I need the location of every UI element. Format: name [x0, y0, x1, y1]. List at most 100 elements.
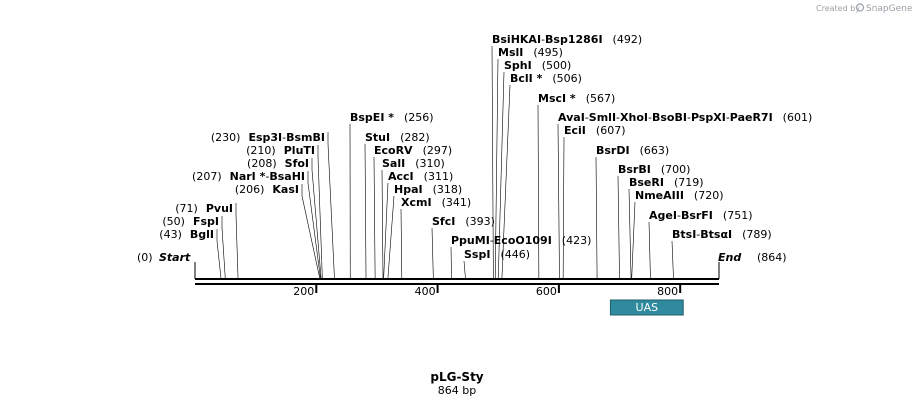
enzyme-separator: -	[726, 111, 730, 124]
enzyme-name[interactable]: EciI	[564, 124, 586, 137]
site-leader	[327, 143, 335, 280]
site-nmeaiii[interactable]: NmeAIII (720)	[635, 189, 724, 202]
site-leader	[381, 169, 384, 280]
enzyme-name[interactable]: EcoO109I	[494, 234, 552, 247]
enzyme-name[interactable]: BseRI	[629, 176, 664, 189]
enzyme-name[interactable]: PspXI	[691, 111, 726, 124]
site-position: (210)	[246, 144, 276, 157]
brand-name: SnapGene	[866, 4, 913, 14]
enzyme-name[interactable]: BsmBI	[286, 131, 325, 144]
enzyme-separator: -	[616, 111, 620, 124]
site-position: (567)	[586, 92, 616, 105]
site-stui[interactable]: StuI (282)	[365, 131, 430, 144]
ruler-tick-label: 600	[536, 285, 557, 298]
enzyme-name[interactable]: PpuMI	[451, 234, 490, 247]
enzyme-name[interactable]: StuI	[365, 131, 390, 144]
site-bseri[interactable]: BseRI (719)	[629, 176, 704, 189]
site-btsi[interactable]: BtsI - BtsαI (789)	[672, 228, 772, 241]
site-sphi[interactable]: SphI (500)	[504, 59, 571, 72]
site-fspi[interactable]: (50) FspI	[162, 215, 219, 228]
site-bcli[interactable]: BclI * (506)	[510, 72, 582, 85]
site-sfci[interactable]: SfcI (393)	[432, 215, 495, 228]
site-leader	[307, 182, 321, 280]
enzyme-name[interactable]: SspI	[464, 248, 490, 261]
enzyme-name[interactable]: PvuI	[206, 202, 233, 215]
enzyme-name[interactable]: BsiHKAI	[492, 33, 541, 46]
enzyme-name[interactable]: BsrDI	[596, 144, 630, 157]
site-position: (310)	[415, 157, 445, 170]
enzyme-name[interactable]: BtsαI	[700, 228, 732, 241]
enzyme-name[interactable]: PluTI	[284, 144, 315, 157]
enzyme-name[interactable]: NmeAIII	[635, 189, 684, 202]
site-acci[interactable]: AccI (311)	[388, 170, 453, 183]
site-leader	[400, 208, 403, 280]
enzyme-name[interactable]: MslI	[498, 46, 523, 59]
enzyme-separator: -	[265, 170, 269, 183]
site-leader	[373, 156, 376, 280]
snapgene-brand: Created by SnapGene	[816, 3, 913, 14]
site-position: (297)	[423, 144, 453, 157]
enzyme-name[interactable]: BsrBI	[618, 163, 651, 176]
site-leader	[491, 45, 494, 280]
enzyme-name[interactable]: HpaI	[394, 183, 423, 196]
site-nari[interactable]: (207) NarI * - BsaHI	[192, 170, 305, 183]
enzyme-name[interactable]: AvaI	[558, 111, 585, 124]
enzyme-name[interactable]: Esp3I	[248, 131, 282, 144]
site-sspi[interactable]: SspI (446)	[464, 248, 530, 261]
enzyme-name[interactable]: BsoBI	[652, 111, 687, 124]
site-leader	[317, 156, 323, 280]
feature-label: UAS	[636, 301, 659, 314]
site-pluti[interactable]: (210) PluTI	[246, 144, 315, 157]
enzyme-name[interactable]: SphI	[504, 59, 532, 72]
snapgene-logo-icon	[855, 3, 865, 12]
enzyme-name[interactable]: SfoI	[285, 157, 309, 170]
site-position: (318)	[433, 183, 463, 196]
enzyme-name[interactable]: BspEI *	[350, 111, 394, 124]
enzyme-name[interactable]: Bsp1286I	[545, 33, 603, 46]
site-bsihkai[interactable]: BsiHKAI - Bsp1286I (492)	[492, 33, 642, 46]
enzyme-name[interactable]: KasI	[272, 183, 299, 196]
site-bsrbi[interactable]: BsrBI (700)	[618, 163, 690, 176]
enzyme-name[interactable]: FspI	[193, 215, 219, 228]
site-msli[interactable]: MslI (495)	[498, 46, 563, 59]
site-leader	[557, 123, 560, 280]
enzyme-name[interactable]: SalI	[382, 157, 405, 170]
enzyme-name[interactable]: XcmI	[401, 196, 432, 209]
site-position: (393)	[465, 215, 495, 228]
site-position: (50)	[162, 215, 185, 228]
site-msci[interactable]: MscI * (567)	[538, 92, 615, 105]
enzyme-name[interactable]: PaeR7I	[730, 111, 773, 124]
site-agei[interactable]: AgeI - BsrFI (751)	[649, 209, 753, 222]
site-ecorv[interactable]: EcoRV (297)	[374, 144, 452, 157]
enzyme-name[interactable]: NarI *	[230, 170, 266, 183]
site-position: (230)	[211, 131, 241, 144]
site-ppumi[interactable]: PpuMI - EcoO109I (423)	[451, 234, 591, 247]
enzyme-separator: -	[282, 131, 286, 144]
site-xcmi[interactable]: XcmI (341)	[401, 196, 471, 209]
enzyme-name[interactable]: BglI	[190, 228, 214, 241]
site-sali[interactable]: SalI (310)	[382, 157, 445, 170]
enzyme-name[interactable]: SfcI	[432, 215, 455, 228]
enzyme-name[interactable]: AccI	[388, 170, 414, 183]
site-esp3i[interactable]: (230) Esp3I - BsmBI	[211, 131, 325, 144]
enzyme-name[interactable]: BsrFI	[681, 209, 713, 222]
site-kasi[interactable]: (206) KasI	[235, 183, 299, 196]
enzyme-separator: -	[541, 33, 545, 46]
feature-uas[interactable]	[609, 299, 684, 316]
site-bgli[interactable]: (43) BglI	[159, 228, 214, 241]
site-pvui[interactable]: (71) PvuI	[175, 202, 233, 215]
site-sfoi[interactable]: (208) SfoI	[247, 157, 309, 170]
enzyme-name[interactable]: BsaHI	[269, 170, 305, 183]
site-hpai[interactable]: HpaI (318)	[394, 183, 462, 196]
enzyme-name[interactable]: SmlI	[589, 111, 616, 124]
enzyme-name[interactable]: XhoI	[620, 111, 648, 124]
enzyme-name[interactable]: BclI *	[510, 72, 543, 85]
enzyme-name[interactable]: BtsI	[672, 228, 696, 241]
site-bsrdi[interactable]: BsrDI (663)	[596, 144, 669, 157]
site-ecii[interactable]: EciI (607)	[564, 124, 626, 137]
enzyme-name[interactable]: MscI *	[538, 92, 576, 105]
site-bspei[interactable]: BspEI * (256)	[350, 111, 434, 124]
site-avai[interactable]: AvaI - SmlI - XhoI - BsoBI - PspXI - Pae…	[558, 111, 812, 124]
enzyme-name[interactable]: EcoRV	[374, 144, 413, 157]
enzyme-name[interactable]: AgeI	[649, 209, 677, 222]
